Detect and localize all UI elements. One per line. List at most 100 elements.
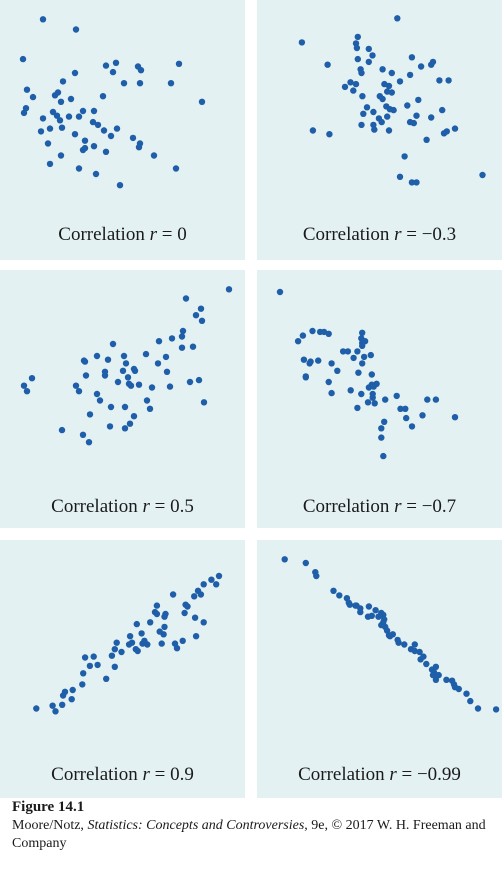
correlation-label-5: Correlation r = 0.9 [51, 764, 194, 785]
scatter-point [168, 335, 176, 342]
scatter-point [101, 372, 109, 379]
scatter-point [359, 342, 366, 349]
scatter-point [58, 426, 66, 434]
scatter-point [432, 676, 440, 683]
scatter-point [380, 452, 387, 460]
scatter-point [402, 405, 409, 412]
scatter-point [155, 338, 163, 345]
scatter-point [330, 587, 337, 594]
scatter-point [325, 330, 332, 337]
scatter-point [386, 106, 394, 113]
scatter-point [381, 418, 388, 425]
scatter-point [368, 381, 375, 388]
scatter-point [82, 372, 90, 379]
scatter-point [75, 165, 83, 172]
scatter-point [379, 66, 386, 73]
scatter-point [359, 329, 366, 336]
scatter-point [75, 113, 83, 120]
scatter-point [23, 388, 31, 395]
scatter-point [81, 137, 89, 144]
scatter-panel-1: Correlation r = 0 [0, 0, 245, 260]
scatter-point [328, 389, 335, 397]
scatter-point [302, 559, 309, 567]
scatter-point [81, 654, 89, 661]
scatter-point [118, 648, 125, 656]
scatter-point [113, 639, 120, 646]
scatter-point [492, 706, 500, 713]
scatter-point [121, 403, 129, 411]
scatter-point [347, 387, 354, 394]
scatter-panel-6: Correlation r = −0.99 [257, 540, 502, 798]
label-var: r [394, 224, 402, 245]
scatter-point [451, 414, 459, 421]
correlation-label-3: Correlation r = 0.5 [51, 496, 194, 517]
scatter-point [360, 353, 368, 361]
scatter-point [467, 697, 474, 705]
scatter-point [121, 425, 129, 432]
scatter-point [132, 646, 139, 653]
scatter-point [368, 612, 375, 619]
scatter-point [46, 160, 54, 168]
scatter-point [355, 369, 362, 376]
scatter-point [49, 108, 57, 116]
scatter-point [393, 392, 400, 400]
scatter-point [109, 340, 117, 348]
scatter-point [365, 58, 372, 66]
label-var: r [149, 224, 157, 245]
scatter-point [197, 305, 205, 312]
scatter-point [156, 628, 163, 635]
scatter-point [52, 708, 59, 715]
scatter-point [363, 104, 371, 111]
scatter-point [86, 411, 94, 418]
scatter-point [429, 58, 437, 66]
scatter-point [162, 353, 170, 361]
scatter-point [129, 134, 137, 142]
scatter-point [359, 93, 366, 100]
scatter-point [181, 609, 188, 617]
scatter-point [175, 60, 183, 67]
label-prefix: Correlation [302, 224, 390, 245]
scatter-point [382, 396, 389, 403]
scatter-point [436, 77, 443, 84]
scatter-point [368, 371, 375, 378]
scatter-point [315, 357, 322, 364]
scatter-plot-1 [19, 16, 206, 189]
scatter-point [443, 128, 450, 135]
scatter-point [198, 317, 206, 324]
scatter-point [423, 136, 430, 143]
scatter-point [150, 152, 158, 159]
scatter-point [102, 148, 110, 155]
scatter-point [49, 702, 56, 709]
scatter-point [81, 144, 89, 152]
scatter-point [410, 119, 417, 127]
scatter-point [200, 619, 207, 626]
scatter-point [124, 374, 132, 381]
scatter-point [120, 352, 128, 360]
scatter-point [403, 414, 410, 422]
scatter-point [71, 131, 79, 138]
scatter-point [161, 623, 168, 631]
scatter-point [71, 69, 79, 77]
scatter-point [86, 662, 94, 670]
scatter-point [169, 591, 177, 598]
scatter-point [324, 61, 331, 68]
scatter-point [309, 327, 316, 335]
scatter-point [179, 637, 186, 644]
scatter-point [334, 367, 341, 374]
scatter-point [130, 413, 138, 420]
scatter-plot-3 [20, 286, 233, 446]
scatter-point [354, 348, 361, 355]
scatter-point [215, 572, 223, 580]
scatter-point [167, 80, 175, 87]
scatter-point [445, 77, 452, 84]
scatter-point [90, 107, 98, 115]
scatter-point [358, 390, 365, 398]
scatter-point [39, 16, 47, 23]
scatter-point [143, 397, 151, 404]
scatter-point [51, 92, 59, 99]
scatter-point [369, 52, 376, 59]
scatter-point [378, 118, 385, 126]
scatter-point [396, 78, 404, 85]
label-prefix: Correlation [51, 496, 138, 517]
scatter-point [96, 397, 104, 404]
